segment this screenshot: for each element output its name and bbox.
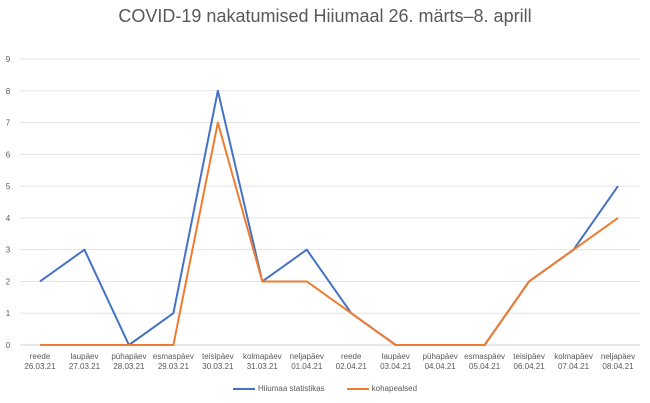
legend-swatch (346, 387, 369, 390)
y-tick-label: 1 (6, 309, 11, 318)
x-tick-label: 31.03.21 (247, 362, 279, 371)
x-tick-label: 05.04.21 (469, 362, 501, 371)
x-tick-label: 03.04.21 (380, 362, 412, 371)
x-tick-label: 02.04.21 (336, 362, 368, 371)
x-tick-label: 06.04.21 (514, 362, 546, 371)
x-tick-label: kolmapäev (554, 352, 593, 361)
y-tick-label: 4 (6, 214, 11, 223)
y-tick-label: 2 (6, 277, 11, 286)
x-tick-label: 08.04.21 (602, 362, 634, 371)
x-tick-label: 29.03.21 (158, 362, 190, 371)
x-tick-label: kolmapäev (243, 352, 282, 361)
x-tick-label: 26.03.21 (24, 362, 56, 371)
y-tick-label: 6 (6, 150, 11, 159)
x-tick-label: pühapäev (111, 352, 146, 361)
x-tick-label: pühapäev (423, 352, 458, 361)
x-tick-label: esmaspäev (153, 352, 194, 361)
chart-title: COVID-19 nakatumised Hiiumaal 26. märts–… (118, 6, 532, 26)
x-tick-label: neljapäev (601, 352, 635, 361)
x-tick-label: neljapäev (290, 352, 324, 361)
x-tick-label: 04.04.21 (425, 362, 457, 371)
x-tick-label: 28.03.21 (113, 362, 145, 371)
x-tick-label: teisipäev (202, 352, 234, 361)
y-tick-label: 3 (6, 246, 11, 255)
legend-label: Hiiumaa statistikas (257, 384, 325, 393)
x-tick-label: esmaspäev (464, 352, 505, 361)
x-tick-label: teisipäev (513, 352, 545, 361)
x-tick-label: 07.04.21 (558, 362, 590, 371)
y-tick-label: 5 (6, 182, 11, 191)
legend-item: kohapealsed (346, 384, 418, 393)
x-tick-label: 30.03.21 (202, 362, 234, 371)
legend: Hiiumaa statistikas kohapealsed (0, 384, 650, 393)
y-tick-label: 0 (6, 341, 11, 350)
x-tick-label: reede (30, 352, 51, 361)
x-tick-label: 27.03.21 (69, 362, 101, 371)
legend-item: Hiiumaa statistikas (232, 384, 325, 393)
x-tick-label: reede (341, 352, 362, 361)
x-tick-label: laupäev (70, 352, 98, 361)
legend-swatch (232, 387, 255, 390)
y-tick-label: 7 (6, 119, 11, 128)
x-tick-label: 01.04.21 (291, 362, 323, 371)
series-line (40, 121, 619, 346)
y-tick-label: 9 (6, 55, 11, 64)
x-tick-label: laupäev (382, 352, 410, 361)
y-tick-label: 8 (6, 87, 11, 96)
legend-label: kohapealsed (371, 384, 418, 393)
